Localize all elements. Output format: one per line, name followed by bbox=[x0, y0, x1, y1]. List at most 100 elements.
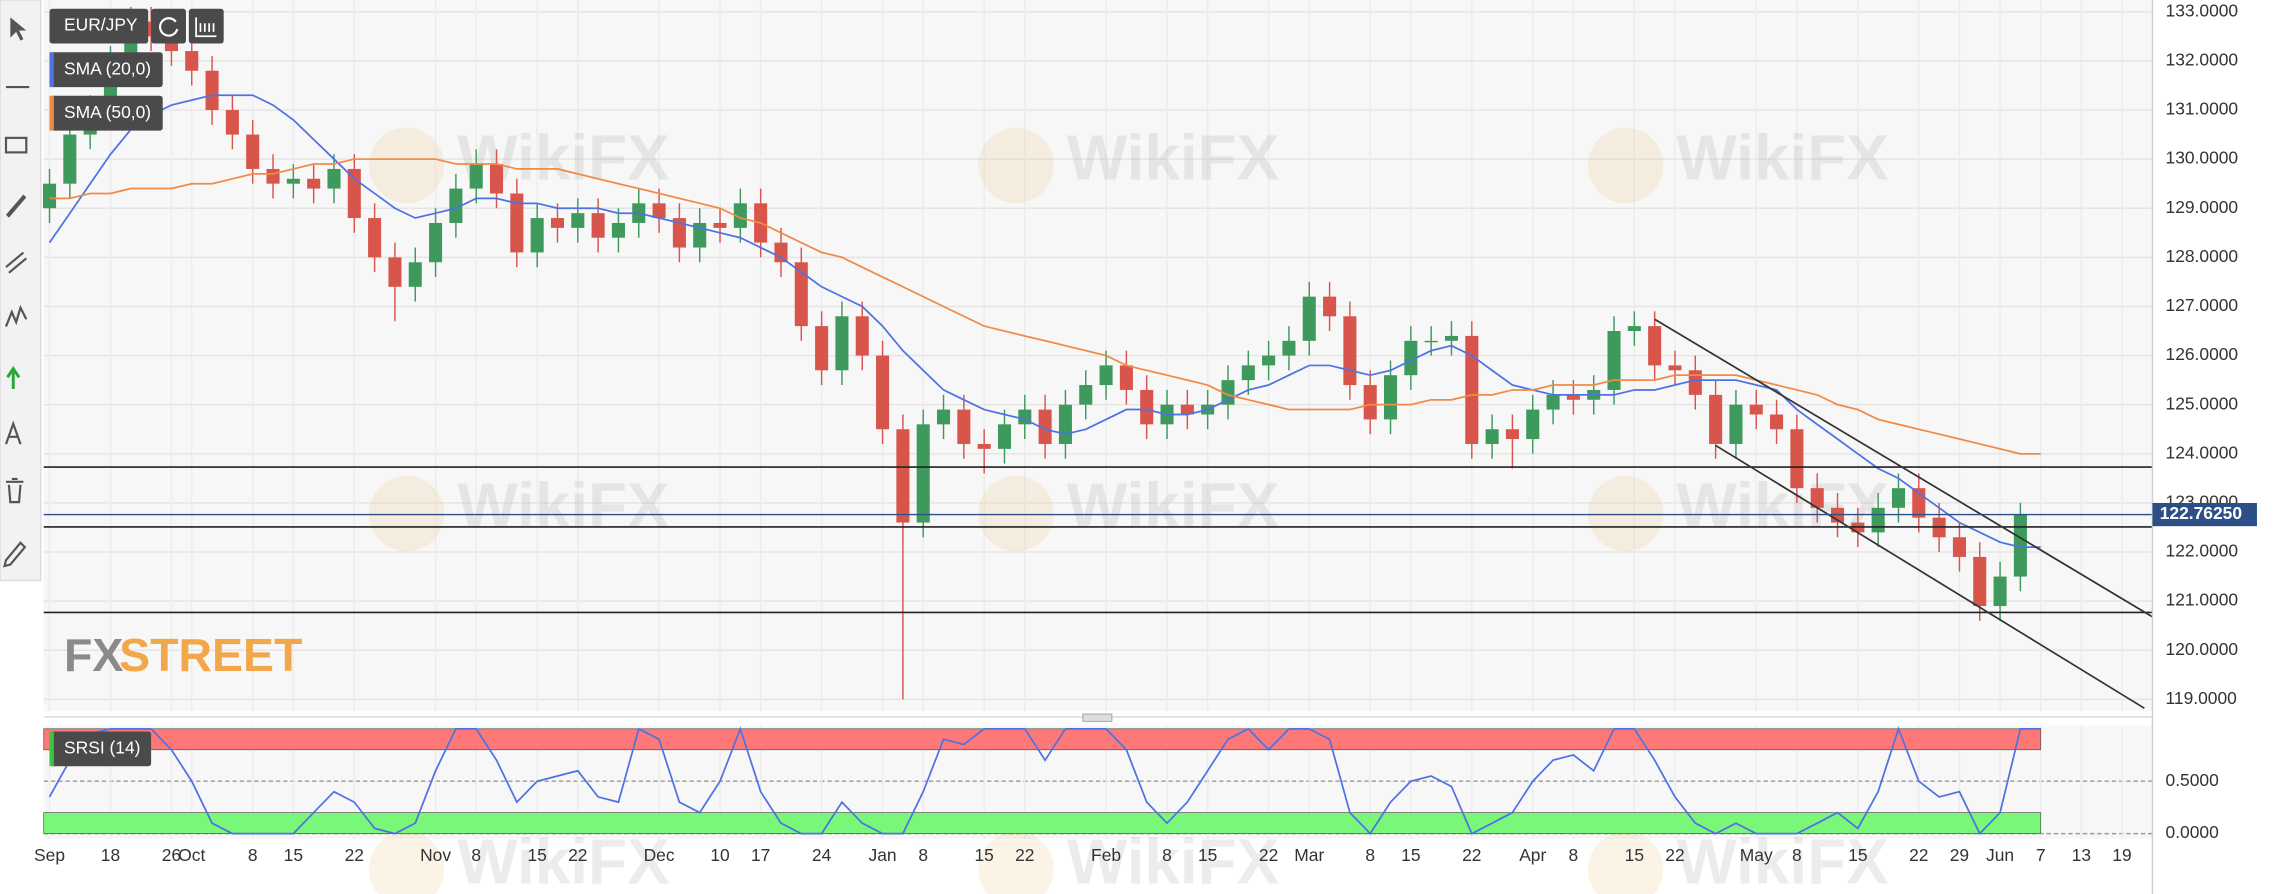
y-tick-label: 121.0000 bbox=[2166, 590, 2239, 610]
toolbar-bg bbox=[0, 0, 42, 582]
legend-swatch bbox=[49, 52, 54, 88]
candle-body bbox=[2013, 514, 2027, 577]
candle-body bbox=[1607, 331, 1621, 390]
x-tick-label: 15 bbox=[1625, 845, 1644, 865]
legend-label: SMA (20,0) bbox=[64, 58, 151, 78]
y-tick-label: 122.0000 bbox=[2166, 541, 2239, 561]
candle-body bbox=[1485, 429, 1499, 444]
candle-body bbox=[1079, 385, 1093, 405]
x-tick-label: 26 bbox=[162, 845, 181, 865]
y-tick-label: 125.0000 bbox=[2166, 393, 2239, 413]
candle-body bbox=[1952, 537, 1966, 557]
x-tick-label: 22 bbox=[1462, 845, 1481, 865]
x-tick-label: Apr bbox=[1519, 845, 1546, 865]
rect-tool[interactable] bbox=[4, 136, 28, 154]
candle-body bbox=[1810, 488, 1824, 508]
legend-swatch bbox=[49, 95, 54, 131]
candle-body bbox=[835, 316, 849, 371]
candle-body bbox=[916, 424, 930, 523]
watermark: WikiFX bbox=[457, 470, 670, 542]
candle-body bbox=[1465, 335, 1479, 444]
y-tick-label: 126.0000 bbox=[2166, 344, 2239, 364]
candle-body bbox=[368, 218, 382, 258]
candle-body bbox=[977, 443, 991, 449]
watermark-icon bbox=[1587, 127, 1664, 204]
y-tick-label: 130.0000 bbox=[2166, 148, 2239, 168]
symbol-box bbox=[49, 8, 149, 44]
x-tick-label: Jan bbox=[869, 845, 897, 865]
candle-body bbox=[185, 51, 199, 71]
candle-body bbox=[1038, 409, 1052, 444]
candle-body bbox=[672, 218, 686, 248]
refresh-button[interactable] bbox=[151, 8, 186, 44]
settings-button[interactable] bbox=[188, 8, 224, 44]
x-tick-label: 15 bbox=[527, 845, 546, 865]
candle-body bbox=[510, 193, 524, 253]
candle-body bbox=[855, 316, 869, 356]
pattern-tool[interactable] bbox=[4, 304, 28, 327]
watermark: WikiFX bbox=[1067, 121, 1280, 193]
candle-body bbox=[571, 213, 585, 228]
srsi-line bbox=[48, 726, 2041, 836]
candle-body bbox=[1363, 385, 1377, 420]
y-tick-label: 120.0000 bbox=[2166, 639, 2239, 659]
candle-body bbox=[1648, 326, 1662, 366]
candle-body bbox=[794, 262, 808, 327]
watermark: WikiFX bbox=[457, 825, 670, 894]
candle-body bbox=[225, 110, 239, 135]
legend-box[interactable] bbox=[49, 52, 163, 88]
candle-body bbox=[957, 409, 971, 444]
candle-body bbox=[876, 355, 890, 430]
x-tick-label: 17 bbox=[751, 845, 770, 865]
candle-body bbox=[611, 222, 625, 238]
edit-tool[interactable] bbox=[3, 541, 27, 568]
candle-body bbox=[1729, 404, 1743, 444]
logo-street: STREET bbox=[119, 629, 302, 681]
pen-tool[interactable] bbox=[5, 194, 27, 218]
arrow-tool[interactable] bbox=[6, 366, 21, 389]
candle-body bbox=[1749, 404, 1763, 415]
candle-body bbox=[1546, 394, 1560, 410]
candle-body bbox=[408, 262, 422, 287]
candle-body bbox=[307, 178, 321, 189]
channel-tool[interactable] bbox=[5, 251, 28, 274]
candle-body bbox=[1505, 429, 1519, 440]
watermark-layer: WikiFX WikiFX WikiFX WikiFX WikiFX WikiFX Wiki… bbox=[368, 121, 1889, 894]
band-layer bbox=[43, 728, 2042, 834]
legend-box[interactable] bbox=[49, 95, 163, 131]
x-tick-label: 15 bbox=[1401, 845, 1420, 865]
watermark-icon bbox=[368, 476, 445, 552]
candle-body bbox=[1627, 326, 1641, 332]
x-tick-label: 15 bbox=[1198, 845, 1217, 865]
x-tick-label: 8 bbox=[1162, 845, 1172, 865]
refresh-icon bbox=[159, 17, 179, 37]
x-tick-label: 8 bbox=[471, 845, 481, 865]
watermark-icon bbox=[978, 831, 1054, 894]
watermark-icon bbox=[368, 127, 445, 204]
splitter-handle[interactable] bbox=[1082, 713, 1113, 722]
x-tick-label: Oct bbox=[178, 845, 205, 865]
x-tick-label: Mar bbox=[1294, 845, 1324, 865]
logo-fx: FX bbox=[64, 629, 123, 681]
delete-tool[interactable] bbox=[5, 477, 24, 504]
settings-icon bbox=[195, 17, 217, 38]
candle-body bbox=[429, 222, 443, 263]
y-tick-label: 124.0000 bbox=[2166, 442, 2239, 462]
x-tick-label: 22 bbox=[1909, 845, 1928, 865]
watermark: WikiFX bbox=[457, 121, 670, 193]
candle-body bbox=[774, 242, 788, 263]
x-tick-label: 13 bbox=[2072, 845, 2091, 865]
x-tick-label: Feb bbox=[1091, 845, 1121, 865]
x-tick-label: 22 bbox=[1259, 845, 1278, 865]
x-tick-label: Jun bbox=[1986, 845, 2014, 865]
candle-body bbox=[733, 203, 747, 228]
legend-box[interactable] bbox=[49, 731, 152, 767]
text-tool[interactable] bbox=[4, 420, 22, 445]
cursor-tool[interactable] bbox=[10, 17, 27, 41]
watermark: WikiFX bbox=[1676, 825, 1889, 894]
candle-body bbox=[1709, 394, 1723, 444]
candle-body bbox=[42, 183, 57, 209]
y-tick-label: 0.5000 bbox=[2166, 770, 2219, 790]
